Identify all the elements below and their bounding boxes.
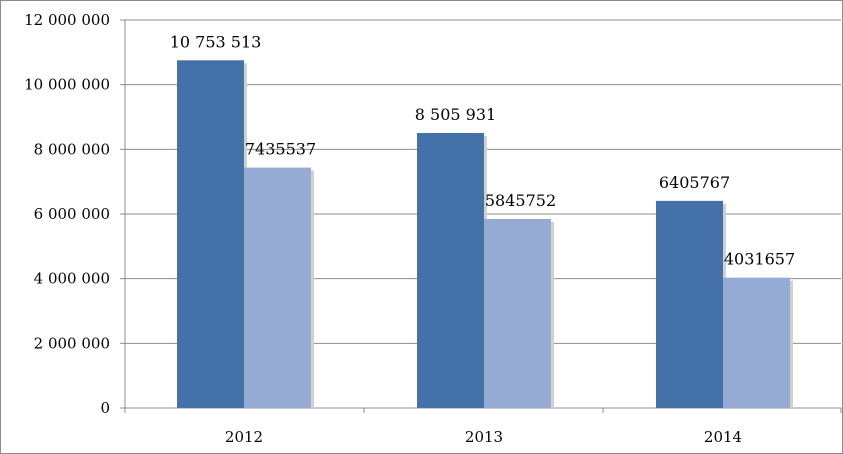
x-tick-labels: 2012 2013 2014 xyxy=(225,428,742,446)
x-tick-label: 2014 xyxy=(704,428,742,446)
bar-series-1-2012 xyxy=(177,60,244,409)
data-label-series-1-2012: 10 753 513 xyxy=(170,32,262,51)
x-tick-label: 2013 xyxy=(465,428,503,446)
bar-series-2-2014 xyxy=(723,277,790,408)
y-tick-label: 6 000 000 xyxy=(34,205,110,223)
y-tick-label: 4 000 000 xyxy=(34,270,110,288)
data-label-series-1-2014: 6405767 xyxy=(659,173,730,192)
y-tick-label: 2 000 000 xyxy=(34,334,110,352)
y-tick-label: 12 000 000 xyxy=(24,11,110,29)
y-tick-labels: 0 2 000 000 4 000 000 6 000 000 8 000 000 10 … xyxy=(24,11,110,417)
data-labels: 10 753 513 8 505 931 6405767 7435537 5845752… xyxy=(170,32,795,268)
bar-series-1-2014 xyxy=(656,200,723,408)
data-label-series-1-2013: 8 505 931 xyxy=(415,105,496,124)
x-tick-label: 2012 xyxy=(225,428,263,446)
data-label-series-2-2013: 5845752 xyxy=(485,191,556,210)
bar-series-2-2012 xyxy=(244,167,311,408)
bar-series-1-2013 xyxy=(417,132,484,408)
data-label-series-2-2014: 4031657 xyxy=(724,250,795,269)
y-tick-label: 8 000 000 xyxy=(34,140,110,158)
y-tick-label: 10 000 000 xyxy=(24,76,110,94)
data-label-series-2-2012: 7435537 xyxy=(245,140,316,159)
bar-series-2-2013 xyxy=(484,218,551,408)
bars xyxy=(177,60,793,409)
y-tick-label: 0 xyxy=(100,399,110,417)
